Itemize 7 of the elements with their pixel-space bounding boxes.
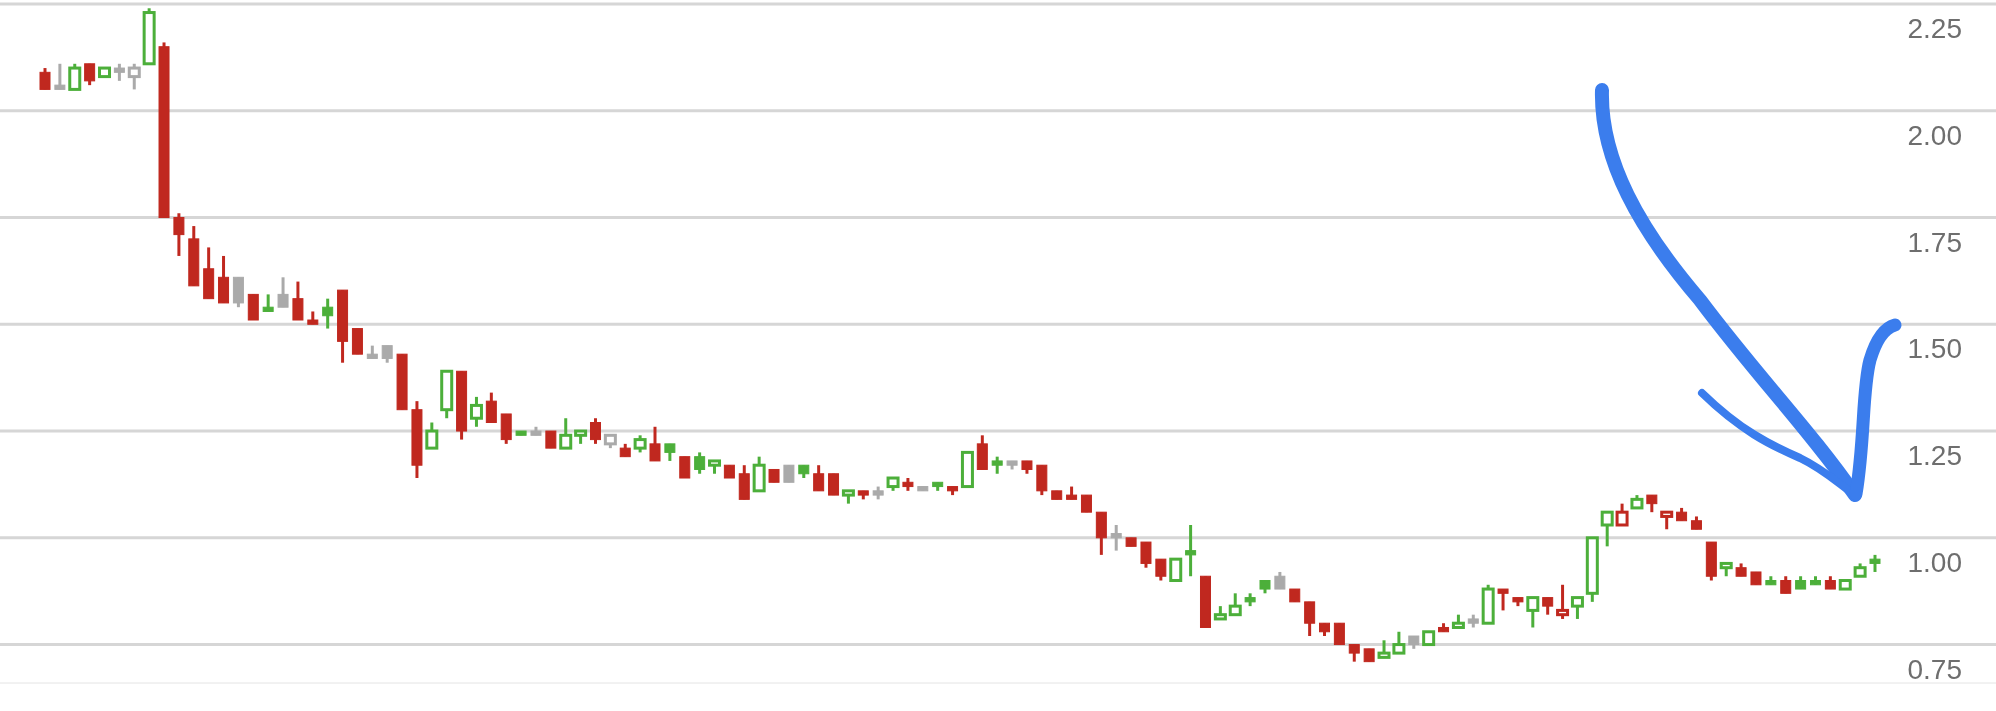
y-tick-label: 1.25 [1907,440,1962,472]
y-tick-label: 2.00 [1907,119,1962,151]
y-tick-label: 2.25 [1907,13,1962,44]
y-tick-label: 0.75 [1907,653,1962,685]
y-tick-label: 1.50 [1907,333,1962,365]
y-tick-label: 1.00 [1907,546,1962,578]
y-tick-label: 1.75 [1907,226,1962,258]
